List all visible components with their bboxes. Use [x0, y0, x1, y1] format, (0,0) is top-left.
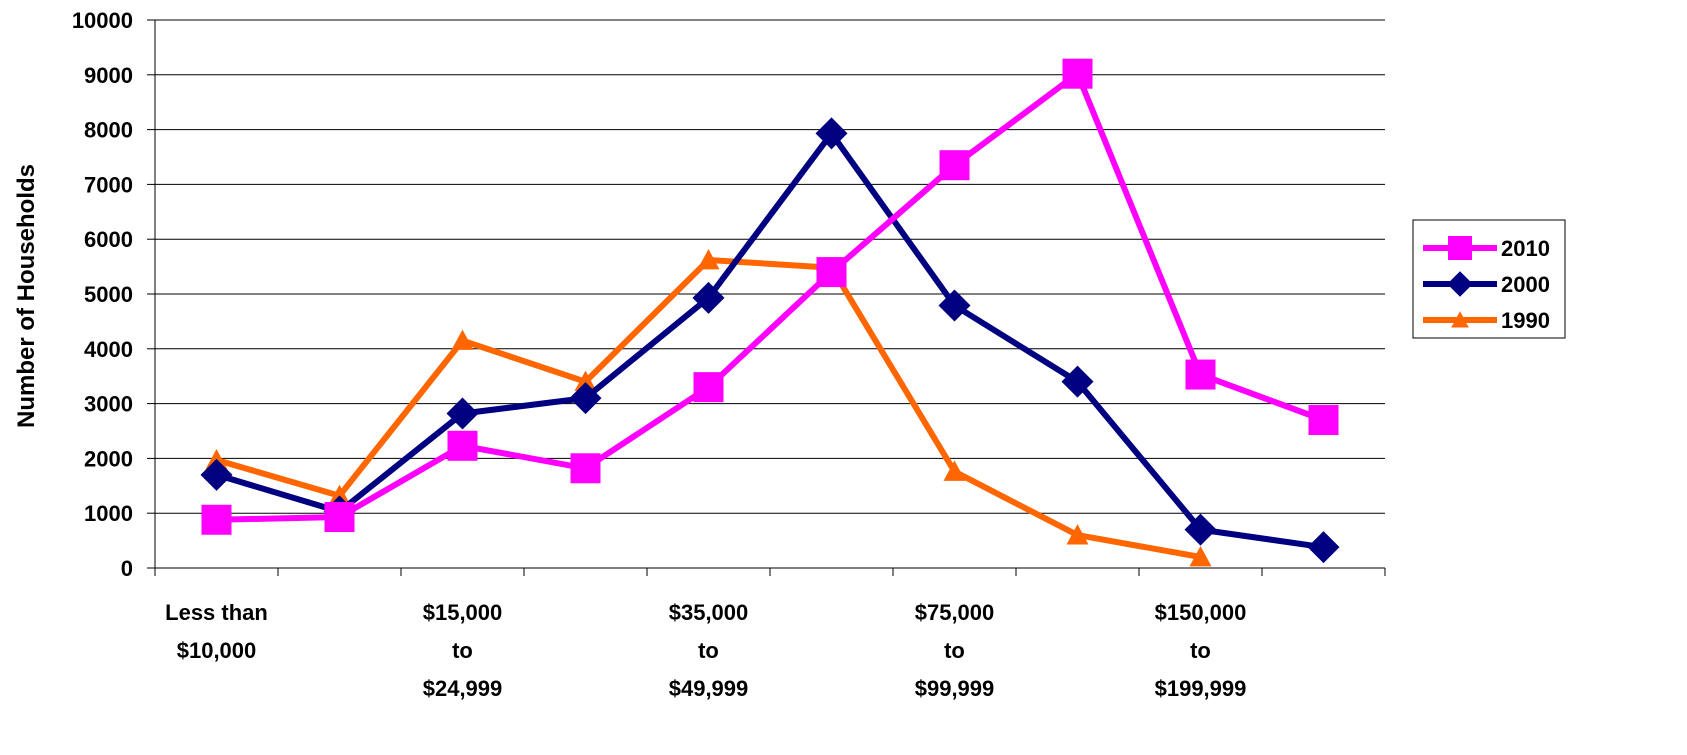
y-tick-label: 9000	[84, 63, 133, 88]
series-layer	[200, 58, 1340, 567]
legend-item-2000: 2000	[1423, 271, 1550, 297]
series-line-2000	[215, 130, 1324, 551]
data-point-2000	[1307, 531, 1340, 564]
x-tick-label-line: $10,000	[177, 638, 257, 663]
x-tick-label-line: to	[1190, 638, 1211, 663]
data-point-1990	[328, 484, 351, 506]
y-tick-label: 7000	[84, 172, 133, 197]
data-point-2010	[1185, 359, 1216, 390]
data-point-2010	[570, 453, 601, 484]
legend: 2010 2000 1990	[1412, 219, 1566, 339]
legend-marker-icon	[1451, 311, 1469, 328]
x-tick-label-line: to	[452, 638, 473, 663]
y-tick-label: 8000	[84, 118, 133, 143]
x-tick-label-line: $99,999	[915, 676, 995, 701]
gridlines	[155, 19, 1385, 514]
data-point-2000	[938, 289, 971, 322]
data-point-2000	[692, 281, 725, 314]
data-point-2000	[200, 458, 233, 491]
y-axis-ticks: 0 1000 2000 3000 4000 5000 6000 7000 8000 9000 100…	[72, 8, 155, 581]
x-tick-label: $15,000 to $24,999	[423, 600, 503, 701]
x-tick-label-line: to	[944, 638, 965, 663]
x-tick-label: Less than $10,000	[165, 600, 268, 663]
data-point-2000	[569, 382, 602, 415]
legend-label: 1990	[1501, 308, 1550, 333]
x-tick-label-line: $35,000	[669, 600, 749, 625]
legend-label: 2000	[1501, 272, 1550, 297]
x-tick-label-line: $199,999	[1155, 676, 1247, 701]
x-tick-label-line: Less than	[165, 600, 268, 625]
data-point-2010	[447, 430, 478, 461]
x-tick-label: $150,000 to $199,999	[1155, 600, 1247, 701]
y-tick-label: 3000	[84, 392, 133, 417]
y-tick-label: 5000	[84, 282, 133, 307]
data-point-1990	[943, 460, 966, 481]
y-tick-label: 1000	[84, 501, 133, 526]
data-point-1990	[1189, 546, 1212, 567]
x-tick-label-line: $49,999	[669, 676, 749, 701]
x-tick-label-line: $150,000	[1155, 600, 1247, 625]
legend-marker-icon	[1447, 271, 1473, 297]
data-point-1990	[451, 329, 474, 350]
x-tick-label: $35,000 to $49,999	[669, 600, 749, 701]
data-point-2000	[446, 397, 479, 430]
data-point-1990	[574, 370, 597, 392]
x-tick-label-line: to	[698, 638, 719, 663]
y-tick-label: 0	[121, 556, 133, 581]
data-point-2010	[324, 502, 355, 533]
series-2010	[201, 58, 1339, 535]
data-point-2010	[201, 504, 232, 535]
data-point-2010	[1308, 405, 1339, 436]
legend-item-2010: 2010	[1423, 236, 1550, 261]
data-point-1990	[1066, 524, 1089, 545]
legend-marker-icon	[1448, 236, 1472, 260]
data-point-1990	[697, 249, 720, 270]
x-tick-label-line: $24,999	[423, 676, 503, 701]
legend-label: 2010	[1501, 236, 1550, 261]
x-tick-label-line: $75,000	[915, 600, 995, 625]
x-tick-label-line: $15,000	[423, 600, 503, 625]
data-point-2000	[815, 117, 848, 150]
y-tick-label: 6000	[84, 227, 133, 252]
y-axis-label: Number of Households	[13, 164, 40, 428]
y-tick-label: 4000	[84, 337, 133, 362]
y-tick-label: 2000	[84, 446, 133, 471]
x-axis-ticks: Less than $10,000 $15,000 to $24,999 $35,000 t…	[154, 568, 1386, 701]
data-point-2010	[816, 257, 847, 288]
series-line-2010	[216, 70, 1325, 523]
y-tick-label: 10000	[72, 8, 133, 33]
data-point-2000	[1184, 513, 1217, 546]
legend-item-1990: 1990	[1423, 308, 1550, 333]
data-point-2010	[1062, 58, 1093, 89]
data-point-2000	[1061, 365, 1094, 398]
x-tick-label: $75,000 to $99,999	[915, 600, 995, 701]
data-point-2010	[939, 150, 970, 181]
data-point-2010	[693, 372, 724, 403]
